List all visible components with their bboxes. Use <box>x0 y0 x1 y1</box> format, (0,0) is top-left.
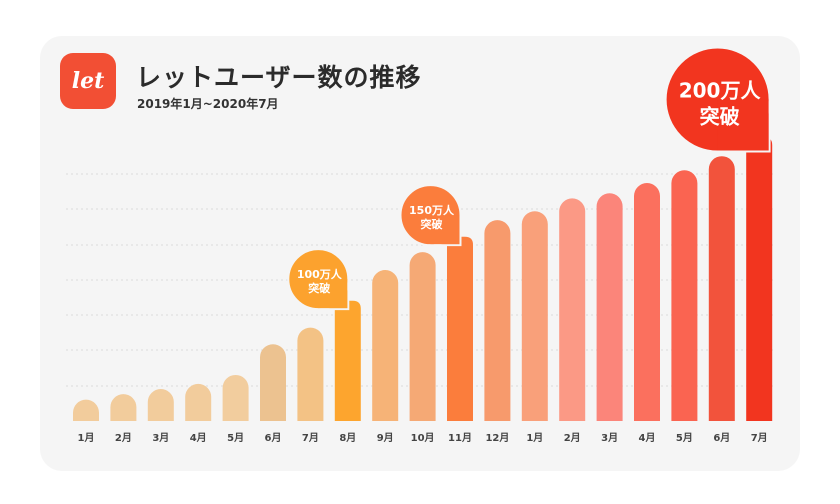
x-tick-label: 4月 <box>639 432 656 444</box>
bar-12 <box>484 220 511 421</box>
bar-8 <box>334 300 361 421</box>
let-logo: let <box>60 53 116 109</box>
bar-15 <box>596 193 623 421</box>
bar-10 <box>409 252 436 421</box>
x-tick-label: 7月 <box>302 432 319 444</box>
x-tick-label: 2月 <box>564 432 581 444</box>
bar-5 <box>222 374 249 421</box>
x-tick-label: 1月 <box>78 432 95 444</box>
x-tick-label: 4月 <box>190 432 207 444</box>
bar-1 <box>73 399 99 421</box>
x-tick-label: 3月 <box>152 432 169 444</box>
annotation-value: 200万人 <box>679 79 762 103</box>
x-tick-label: 7月 <box>751 432 768 444</box>
x-tick-label: 9月 <box>377 432 394 444</box>
annotation-label: 突破 <box>308 281 330 295</box>
x-tick-label: 2月 <box>115 432 132 444</box>
logo-text: let <box>71 68 105 94</box>
bar-7 <box>297 327 324 421</box>
chart-title: レットユーザー数の推移 <box>136 63 422 92</box>
x-tick-label: 6月 <box>265 432 282 444</box>
x-tick-label: 5月 <box>676 432 693 444</box>
bar-2 <box>110 394 137 421</box>
bar-18 <box>708 156 735 421</box>
x-tick-label: 11月 <box>448 432 472 444</box>
x-tick-label: 5月 <box>227 432 244 444</box>
bar-14 <box>559 198 586 421</box>
annotation-label: 突破 <box>421 217 443 231</box>
bar-13 <box>521 211 548 421</box>
annotation-value: 150万人 <box>409 203 455 217</box>
x-tick-label: 3月 <box>601 432 618 444</box>
x-tick-label: 8月 <box>339 432 356 444</box>
x-tick-label: 1月 <box>526 432 543 444</box>
bar-4 <box>185 383 212 421</box>
bar-19 <box>746 137 773 421</box>
bar-6 <box>260 344 286 421</box>
bar-3 <box>147 389 174 421</box>
chart-subtitle: 2019年1月~2020年7月 <box>137 97 279 111</box>
bar-16 <box>634 183 660 421</box>
annotation-label: 突破 <box>700 105 740 129</box>
x-tick-label: 6月 <box>713 432 730 444</box>
bar-17 <box>671 170 698 421</box>
x-tick-label: 12月 <box>485 432 509 444</box>
bar-11 <box>447 236 473 421</box>
x-tick-label: 10月 <box>411 432 435 444</box>
bar-9 <box>372 270 399 421</box>
annotation-value: 100万人 <box>297 267 343 281</box>
